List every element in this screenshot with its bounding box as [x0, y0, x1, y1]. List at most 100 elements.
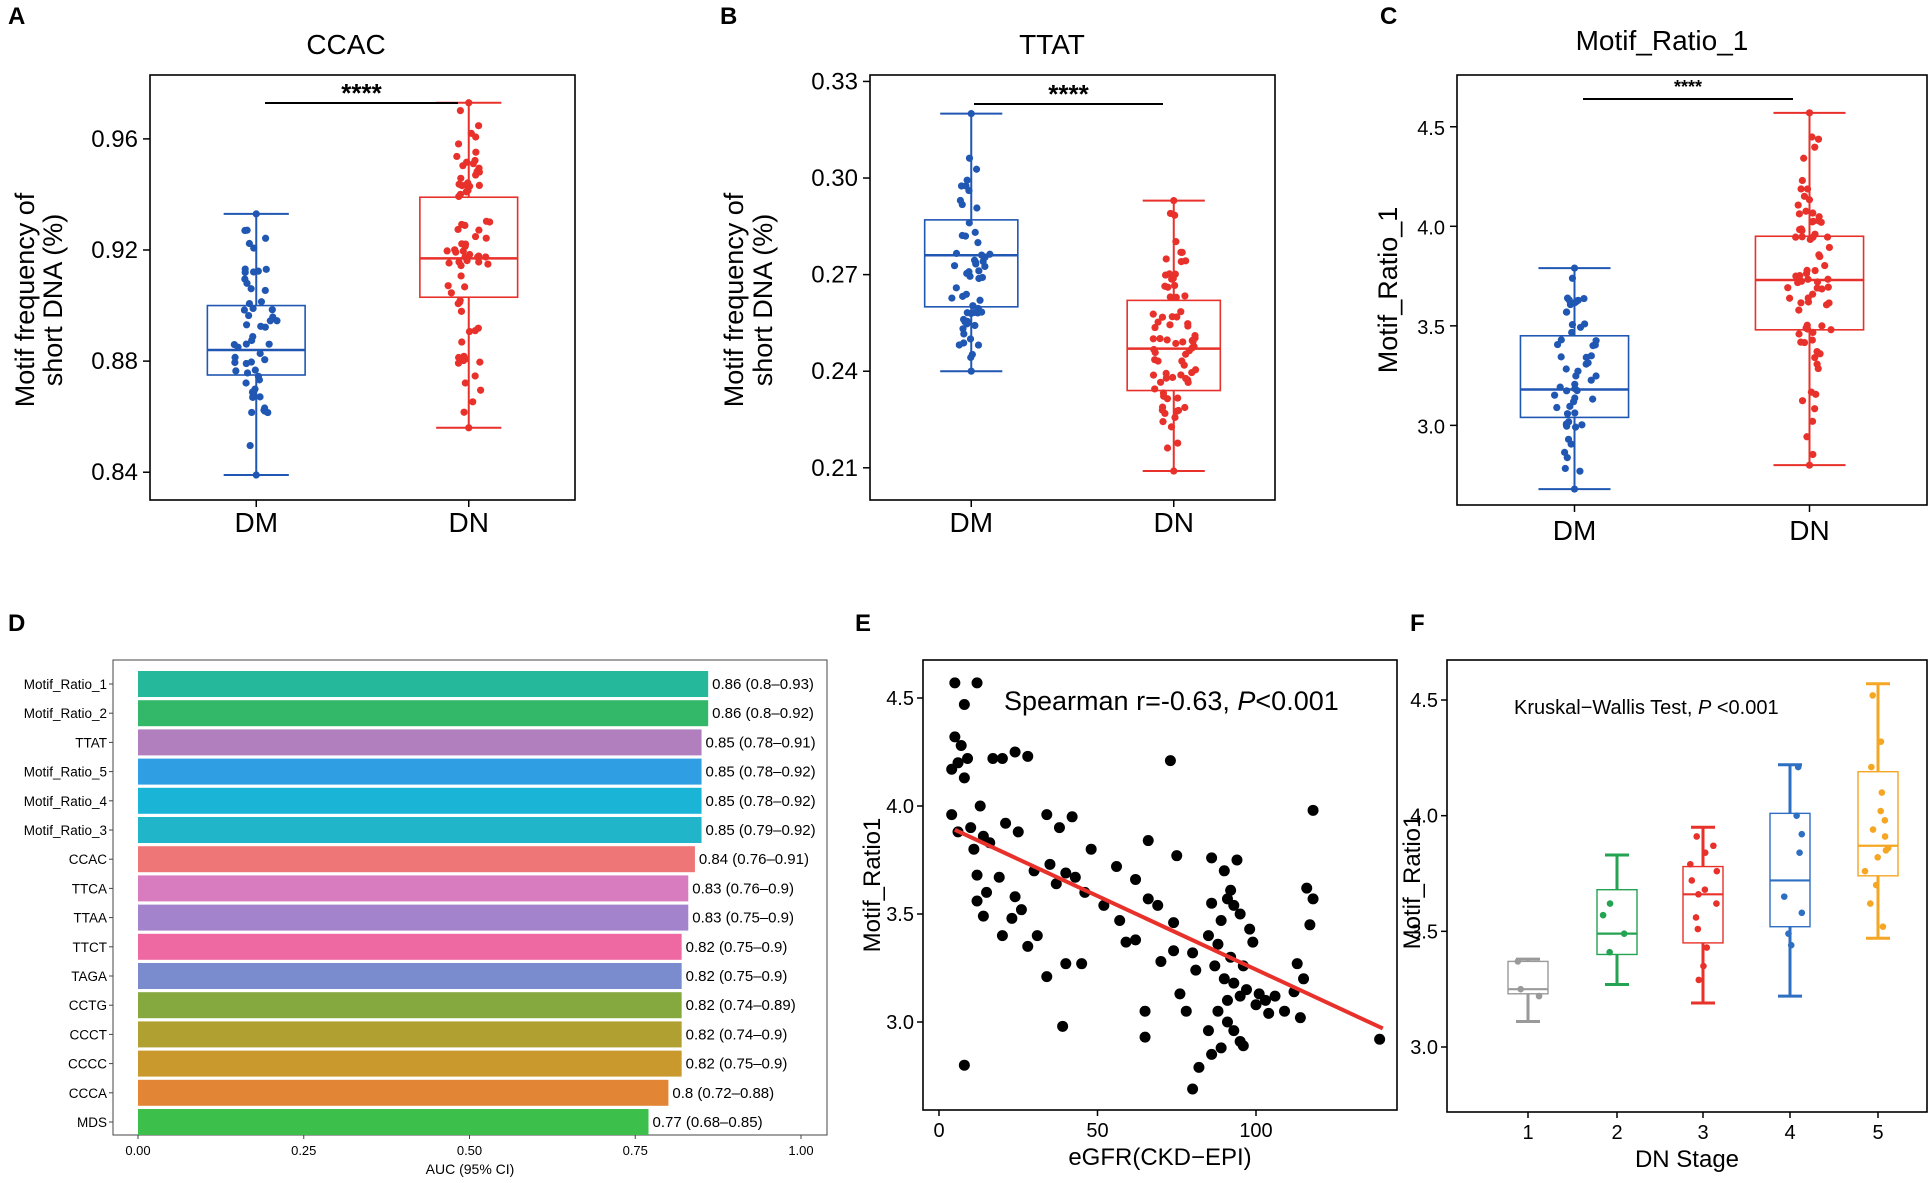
data-point [1693, 833, 1700, 840]
data-point [1798, 830, 1806, 838]
scatter-point [1212, 938, 1224, 950]
panel-f-stage-boxplot: 3.0 3.5 4.0 4.5 1 2 3 4 5 DN Stage Motif_Ratio1 Kru… [1399, 659, 1928, 1173]
x-axis-label: AUC (95% CI) [426, 1161, 515, 1177]
data-point [966, 335, 975, 343]
auc-bar [138, 1021, 682, 1048]
kruskal-wallis-annotation: Kruskal−Wallis Test, P <0.001 [1514, 697, 1779, 719]
scatter-point [1085, 843, 1097, 855]
data-point [231, 353, 239, 361]
scatter-point [1225, 884, 1237, 896]
scatter-point [1244, 923, 1256, 935]
y-tick-label: 0.24 [811, 358, 858, 385]
data-point [261, 407, 269, 415]
scatter-point [1066, 811, 1078, 823]
data-point [1168, 313, 1176, 321]
auc-bar-label: 0.82 (0.75–0.9) [686, 1056, 788, 1073]
data-point [1171, 413, 1179, 422]
data-point [1695, 976, 1703, 984]
scatter-point [987, 752, 999, 764]
data-point [1811, 266, 1819, 275]
y-tick-label: 3.0 [1417, 416, 1445, 438]
data-point [1154, 357, 1162, 365]
data-point [1162, 255, 1170, 263]
data-point [231, 358, 239, 367]
data-point [1151, 385, 1159, 393]
data-point [1156, 378, 1165, 386]
x-category-label: 1 [1522, 1122, 1533, 1144]
auc-bar [138, 1079, 669, 1106]
data-point [1808, 133, 1816, 141]
data-point [970, 308, 978, 317]
data-point [1823, 233, 1832, 241]
auc-bar-label: 0.85 (0.78–0.92) [706, 764, 816, 781]
data-point [1874, 854, 1881, 861]
data-point [1566, 299, 1575, 307]
data-point [1869, 692, 1877, 699]
data-point [1179, 338, 1187, 346]
x-tick-label: 0.00 [125, 1143, 150, 1158]
data-point [249, 393, 257, 401]
scatter-point [1206, 897, 1218, 909]
data-point [1798, 909, 1806, 917]
data-point [1792, 233, 1800, 241]
data-point [245, 239, 253, 248]
y-category-label: CCCA [69, 1086, 107, 1101]
y-tick-label: 0.21 [811, 455, 858, 482]
data-point [1803, 433, 1811, 441]
y-category-label: MDS [77, 1115, 107, 1130]
data-point [1812, 390, 1820, 398]
data-point [1161, 282, 1169, 290]
data-point [960, 315, 968, 324]
data-point [456, 298, 464, 306]
data-point [460, 408, 468, 416]
y-axis-label: Motif_Ratio1 [1399, 815, 1426, 950]
data-point [1620, 930, 1628, 937]
annotation-text: Kruskal−Wallis Test, [1514, 697, 1698, 719]
data-point [1800, 154, 1808, 162]
data-point [1785, 294, 1794, 302]
data-point [465, 327, 474, 336]
scatter-point [1228, 1025, 1240, 1037]
data-point [1803, 266, 1811, 274]
data-point [457, 307, 466, 315]
scatter-point [1221, 1016, 1233, 1028]
scatter-point [1139, 1005, 1151, 1017]
data-point [1149, 371, 1158, 379]
data-point [1713, 900, 1720, 907]
y-category-label: CCTG [69, 998, 107, 1013]
data-point [1564, 435, 1573, 443]
data-point [242, 321, 251, 329]
y-category-label: TTCA [72, 881, 107, 896]
scatter-point [968, 843, 980, 855]
scatter-point [1111, 860, 1123, 872]
x-category-label: 2 [1611, 1122, 1622, 1144]
scatter-point [1041, 971, 1053, 983]
y-tick-label: 3.5 [1417, 317, 1445, 339]
data-point [1149, 335, 1157, 343]
data-point [1180, 361, 1188, 369]
auc-bar [138, 700, 709, 727]
data-point [952, 284, 960, 292]
data-point [958, 231, 966, 240]
data-point [1878, 789, 1886, 796]
data-point [1803, 185, 1812, 193]
data-point [249, 304, 257, 313]
data-point [1805, 109, 1814, 117]
auc-bar-label: 0.83 (0.75–0.9) [692, 910, 794, 927]
scatter-point [1041, 809, 1053, 821]
data-point [1688, 877, 1696, 884]
data-point [1687, 860, 1694, 868]
data-point [248, 408, 256, 417]
auc-bar [138, 933, 682, 960]
data-point [965, 186, 973, 195]
data-point [1553, 403, 1561, 412]
scatter-point [965, 822, 977, 834]
auc-bar [138, 1109, 649, 1135]
data-point [465, 99, 473, 107]
chart-title: Motif_Ratio_1 [1576, 25, 1749, 56]
plot-frame [1446, 659, 1928, 1113]
data-point [458, 182, 466, 190]
scatter-point [996, 752, 1008, 764]
scatter-point [1057, 1020, 1069, 1032]
auc-bar [138, 671, 709, 697]
